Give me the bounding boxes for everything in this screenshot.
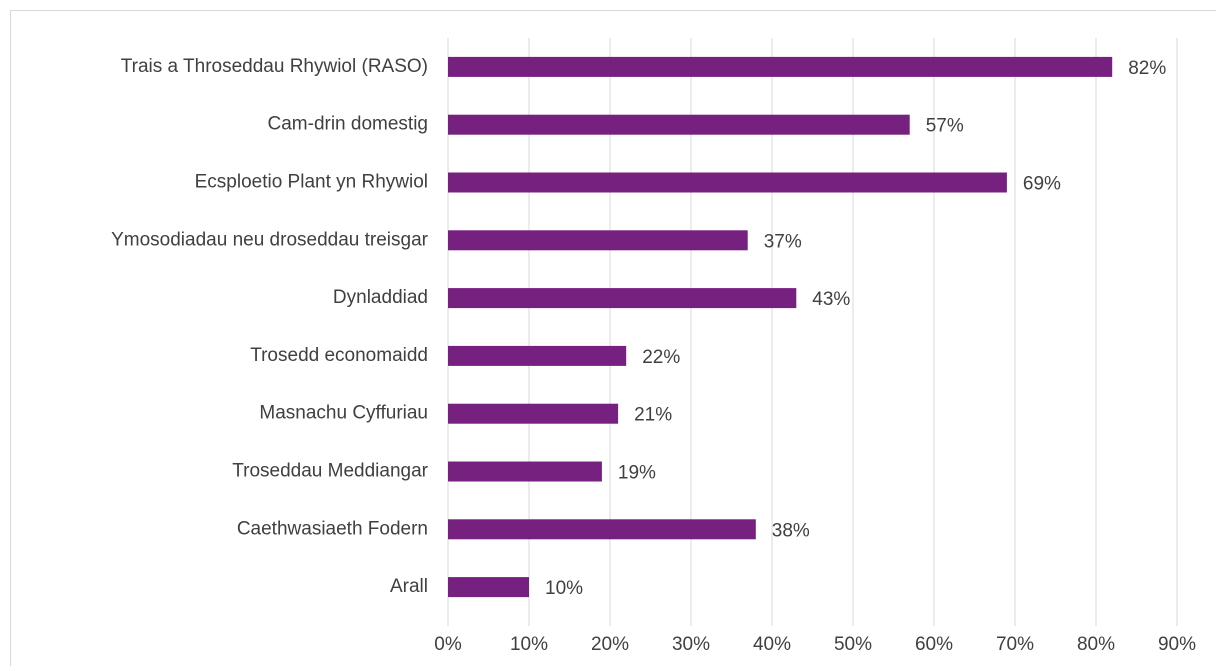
bar (448, 404, 618, 424)
x-tick-label: 40% (753, 634, 791, 655)
y-tick-label: Troseddau Meddiangar (232, 461, 428, 482)
data-label: 22% (642, 347, 680, 368)
data-label: 10% (545, 578, 583, 599)
bar (448, 462, 602, 482)
data-label: 38% (772, 520, 810, 541)
y-tick-label: Masnachu Cyffuriau (259, 403, 428, 424)
y-tick-label: Arall (390, 576, 428, 597)
y-tick-label: Trosedd economaidd (250, 345, 428, 366)
x-tick-label: 0% (434, 634, 462, 655)
y-tick-label: Trais a Throseddau Rhywiol (RASO) (121, 56, 428, 77)
y-tick-label: Ymosodiadau neu droseddau treisgar (111, 229, 429, 250)
data-label: 57% (926, 116, 964, 137)
data-label: 82% (1128, 58, 1166, 79)
x-tick-label: 20% (591, 634, 629, 655)
x-tick-label: 30% (672, 634, 710, 655)
bar (448, 288, 796, 308)
x-tick-label: 10% (510, 634, 548, 655)
y-tick-label: Ecsploetio Plant yn Rhywiol (195, 172, 428, 193)
x-tick-label: 90% (1158, 634, 1196, 655)
bar (448, 230, 748, 250)
x-tick-label: 80% (1077, 634, 1115, 655)
bar (448, 115, 910, 135)
bar (448, 346, 626, 366)
data-label: 43% (812, 289, 850, 310)
x-tick-label: 50% (834, 634, 872, 655)
bar (448, 173, 1007, 193)
y-tick-label: Cam-drin domestig (268, 114, 429, 135)
y-tick-label: Caethwasiaeth Fodern (237, 518, 428, 539)
data-label: 19% (618, 463, 656, 484)
x-tick-label: 60% (915, 634, 953, 655)
x-tick-label: 70% (996, 634, 1034, 655)
data-label: 69% (1023, 174, 1061, 195)
data-label: 21% (634, 405, 672, 426)
bar (448, 57, 1112, 77)
y-tick-label: Dynladdiad (333, 287, 428, 308)
data-label: 37% (764, 231, 802, 252)
bar (448, 519, 756, 539)
chart-frame (11, 11, 1216, 667)
bar (448, 577, 529, 597)
